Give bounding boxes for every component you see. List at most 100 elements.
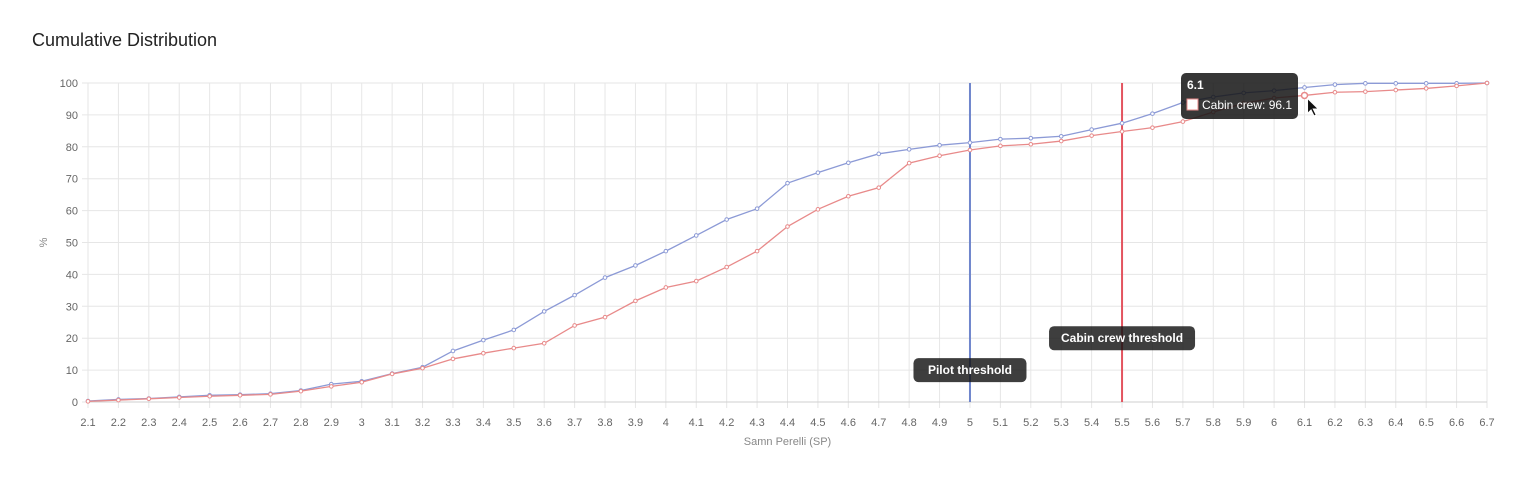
hovered-point (1300, 91, 1309, 100)
x-tick-label: 5.3 (1054, 417, 1069, 429)
data-point[interactable] (602, 275, 608, 280)
data-point[interactable] (420, 365, 425, 371)
data-point[interactable] (724, 264, 729, 270)
data-point[interactable] (1058, 138, 1064, 144)
x-tick-label: 2.4 (172, 417, 187, 429)
data-point[interactable] (359, 379, 365, 385)
data-point[interactable] (876, 151, 882, 157)
data-point[interactable] (633, 263, 638, 268)
data-point[interactable] (785, 224, 790, 229)
data-point[interactable] (541, 309, 547, 314)
data-point[interactable] (389, 371, 395, 377)
data-point[interactable] (876, 185, 882, 190)
data-point[interactable] (1150, 111, 1155, 116)
data-point[interactable] (906, 147, 912, 152)
data-point[interactable] (572, 323, 577, 328)
x-tick-label: 3.6 (537, 417, 552, 429)
grid (82, 82, 1488, 408)
data-point[interactable] (754, 206, 760, 211)
data-point[interactable] (633, 298, 638, 304)
data-point[interactable] (967, 140, 973, 145)
x-tick-label: 3.9 (628, 417, 643, 429)
x-tick-label: 2.7 (263, 417, 278, 429)
data-point[interactable] (1150, 125, 1155, 130)
data-point[interactable] (998, 136, 1003, 142)
data-point[interactable] (1180, 119, 1186, 124)
data-point[interactable] (329, 384, 334, 389)
data-point[interactable] (1119, 129, 1125, 134)
mouse-cursor-icon (1307, 97, 1320, 117)
data-point[interactable] (1119, 120, 1125, 126)
data-point[interactable] (1393, 81, 1399, 86)
data-point[interactable] (937, 153, 942, 159)
data-point[interactable] (481, 337, 486, 343)
data-point[interactable] (785, 180, 790, 186)
data-point[interactable] (481, 350, 486, 356)
data-point[interactable] (176, 395, 182, 400)
data-point[interactable] (207, 393, 212, 399)
data-point[interactable] (1332, 89, 1338, 95)
data-point[interactable] (541, 341, 547, 346)
data-point[interactable] (1058, 133, 1064, 139)
data-point[interactable] (1363, 89, 1368, 94)
x-tick-label: 4 (663, 417, 669, 429)
data-point[interactable] (693, 278, 699, 284)
data-point[interactable] (663, 285, 669, 290)
data-point[interactable] (967, 147, 973, 153)
y-tick-label: 0 (72, 397, 78, 409)
x-tick-label: 2.9 (324, 417, 339, 429)
data-point[interactable] (511, 327, 517, 333)
data-point[interactable] (450, 348, 456, 354)
tooltip-swatch (1186, 98, 1199, 111)
x-tick-label: 3.5 (506, 417, 521, 429)
x-tick-label: 5.8 (1206, 417, 1221, 429)
data-point[interactable] (268, 392, 273, 397)
data-point[interactable] (1089, 133, 1094, 138)
data-point[interactable] (998, 143, 1003, 149)
data-point[interactable] (846, 193, 851, 199)
data-point[interactable] (815, 170, 821, 175)
x-tick-label: 2.2 (111, 417, 126, 429)
data-point[interactable] (450, 356, 456, 362)
data-point[interactable] (1332, 82, 1338, 87)
data-point[interactable] (602, 314, 608, 320)
data-point[interactable] (237, 393, 243, 398)
y-tick-label: 40 (66, 269, 78, 281)
data-point[interactable] (815, 207, 821, 212)
x-tick-label: 4.1 (689, 417, 704, 429)
data-point[interactable] (116, 397, 121, 403)
data-point[interactable] (1454, 83, 1459, 89)
data-point[interactable] (1423, 86, 1429, 91)
data-point[interactable] (1302, 85, 1307, 90)
data-point[interactable] (1484, 80, 1490, 86)
x-tick-label: 5.2 (1023, 417, 1038, 429)
data-point[interactable] (572, 292, 577, 298)
data-point[interactable] (511, 345, 517, 351)
x-tick-label: 3.2 (415, 417, 430, 429)
data-point[interactable] (846, 160, 851, 166)
data-point[interactable] (1028, 141, 1034, 147)
x-tick-label: 4.4 (780, 417, 795, 429)
data-point[interactable] (906, 160, 912, 166)
data-point[interactable] (724, 217, 729, 222)
data-point[interactable] (663, 248, 669, 254)
data-point[interactable] (1423, 81, 1429, 86)
data-point[interactable] (937, 142, 942, 148)
data-point[interactable] (1089, 127, 1094, 132)
data-point[interactable] (1028, 135, 1034, 141)
data-point[interactable] (85, 399, 91, 404)
x-tick-label: 6 (1271, 417, 1277, 429)
data-point[interactable] (146, 396, 152, 402)
y-tick-label: 100 (60, 78, 78, 90)
data-point[interactable] (298, 388, 304, 394)
data-point[interactable] (693, 233, 699, 238)
data-point[interactable] (1363, 81, 1368, 86)
x-tick-label: 5.5 (1114, 417, 1129, 429)
y-tick-label: 50 (66, 238, 78, 250)
data-point[interactable] (1393, 87, 1399, 93)
x-tick-label: 5 (967, 417, 973, 429)
data-point[interactable] (754, 248, 760, 254)
x-tick-label: 2.6 (232, 417, 247, 429)
x-tick-label: 6.7 (1479, 417, 1494, 429)
